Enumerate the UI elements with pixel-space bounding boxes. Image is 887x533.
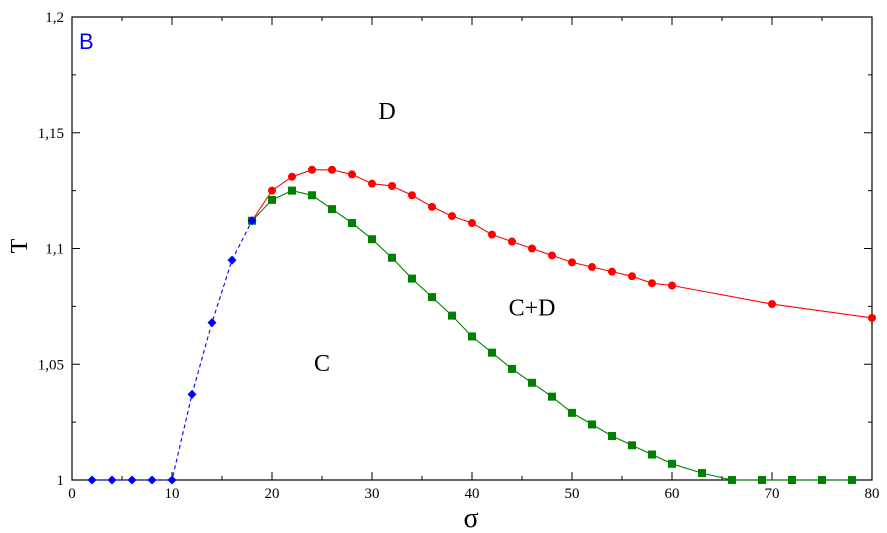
plot-border: [71, 16, 873, 481]
data-point-square: [528, 378, 536, 387]
data-point-circle: [588, 263, 596, 272]
x-tick-label: 10: [165, 486, 180, 502]
data-point-square: [388, 253, 396, 262]
data-point-square: [268, 195, 276, 204]
data-point-square: [588, 420, 596, 429]
data-point-square: [488, 348, 496, 357]
data-point-diamond: [207, 318, 217, 328]
data-point-circle: [628, 272, 636, 281]
series-line-circle: [251, 169, 873, 319]
data-point-diamond: [127, 475, 137, 485]
data-point-square: [548, 392, 556, 401]
y-tick-label: 1,2: [45, 10, 64, 26]
data-point-circle: [408, 191, 416, 200]
y-tick-label: 1,15: [38, 126, 64, 142]
data-point-square: [848, 476, 856, 484]
data-point-square: [408, 274, 416, 283]
x-axis-title: σ: [463, 503, 478, 533]
data-point-circle: [368, 179, 376, 188]
data-point-circle: [268, 186, 276, 195]
data-point-square: [468, 332, 476, 341]
data-point-square: [788, 476, 796, 484]
data-point-square: [728, 476, 736, 484]
data-point-circle: [648, 279, 656, 288]
x-tick-label: 70: [765, 486, 780, 502]
data-point-circle: [308, 165, 316, 174]
data-point-diamond: [107, 475, 117, 485]
data-point-diamond: [167, 475, 177, 485]
x-tick-label: 0: [68, 486, 76, 502]
data-point-circle: [388, 181, 396, 190]
data-point-square: [568, 408, 576, 417]
data-point-square: [348, 219, 356, 228]
data-point-diamond: [247, 216, 257, 226]
data-point-square: [648, 450, 656, 459]
data-point-square: [288, 186, 296, 195]
data-point-circle: [568, 258, 576, 267]
data-point-circle: [328, 165, 336, 174]
data-point-circle: [428, 202, 436, 211]
data-point-square: [368, 235, 376, 244]
axis-ticks: 0 10 20 30 40 50 60 70 80 1 1,05 1,1 1,15 1,2: [38, 10, 880, 502]
region-label: D: [378, 99, 395, 125]
data-point-diamond: [87, 475, 97, 485]
labels-layer: B σ T D C+D C: [7, 29, 555, 533]
data-point-circle: [288, 172, 296, 181]
plot-frame: [71, 16, 873, 481]
y-tick-label: 1,05: [38, 357, 64, 373]
data-point-circle: [528, 244, 536, 253]
data-point-circle: [868, 313, 876, 322]
data-point-square: [628, 441, 636, 450]
x-tick-label: 40: [465, 486, 480, 502]
data-point-circle: [448, 212, 456, 221]
x-tick-label: 30: [365, 486, 380, 502]
data-point-circle: [768, 300, 776, 309]
data-point-diamond: [147, 475, 157, 485]
region-label: C+D: [509, 296, 556, 322]
data-point-square: [448, 311, 456, 320]
x-tick-label: 20: [265, 486, 280, 502]
data-point-circle: [508, 237, 516, 246]
region-label: C: [314, 351, 330, 377]
y-tick-label: 1,1: [45, 242, 64, 258]
data-point-circle: [488, 230, 496, 239]
y-tick-label: 1: [57, 473, 65, 489]
data-point-circle: [548, 251, 556, 260]
data-point-circle: [608, 267, 616, 276]
data-point-square: [698, 469, 706, 478]
x-tick-label: 60: [665, 486, 680, 502]
data-point-square: [308, 191, 316, 200]
data-point-diamond: [187, 389, 197, 399]
x-tick-label: 80: [865, 486, 880, 502]
panel-label: B: [79, 29, 94, 54]
series-line-square: [251, 190, 852, 481]
y-axis-title: T: [7, 238, 33, 253]
series-layer: [87, 165, 876, 485]
data-point-square: [758, 476, 766, 484]
data-point-square: [328, 205, 336, 214]
data-point-square: [668, 459, 676, 468]
data-point-square: [608, 432, 616, 441]
data-point-square: [428, 293, 436, 302]
data-point-circle: [468, 219, 476, 228]
data-point-diamond: [227, 255, 237, 265]
data-point-circle: [668, 281, 676, 290]
data-point-square: [818, 476, 826, 484]
x-tick-label: 50: [565, 486, 580, 502]
data-point-square: [508, 364, 516, 373]
data-point-circle: [348, 170, 356, 179]
